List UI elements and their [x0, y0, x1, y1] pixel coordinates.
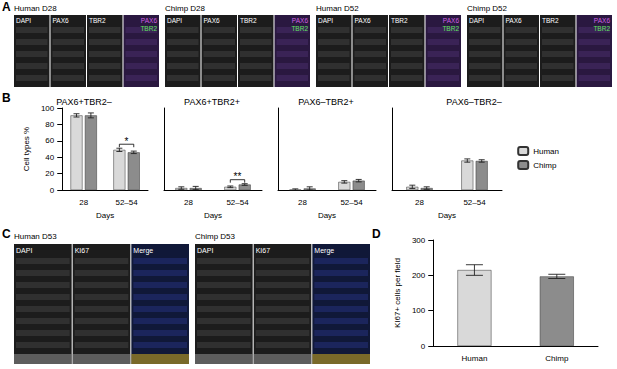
svg-text:TBR2: TBR2 — [240, 17, 257, 24]
svg-text:KI67: KI67 — [75, 247, 90, 254]
svg-text:Human: Human — [533, 147, 559, 156]
svg-text:28: 28 — [184, 198, 193, 207]
svg-text:TBR2: TBR2 — [89, 17, 106, 24]
svg-text:KI67+ cells per field: KI67+ cells per field — [393, 258, 402, 328]
svg-text:TBR2: TBR2 — [442, 25, 459, 32]
svg-text:100: 100 — [41, 104, 55, 113]
svg-text:DAPI: DAPI — [16, 17, 31, 24]
svg-text:DAPI: DAPI — [318, 17, 333, 24]
svg-text:0: 0 — [421, 342, 426, 351]
svg-text:A: A — [2, 0, 11, 14]
svg-text:28: 28 — [415, 198, 424, 207]
svg-text:52–54: 52–54 — [340, 198, 363, 207]
svg-text:Days: Days — [438, 211, 456, 220]
svg-text:PAX6–TBR2–: PAX6–TBR2– — [446, 97, 501, 107]
svg-text:60: 60 — [45, 136, 54, 145]
svg-text:DAPI: DAPI — [167, 17, 182, 24]
svg-text:Chimp D53: Chimp D53 — [195, 232, 236, 241]
svg-text:Days: Days — [318, 211, 336, 220]
svg-text:28: 28 — [298, 198, 307, 207]
svg-text:Chimp D52: Chimp D52 — [467, 4, 508, 13]
svg-text:52–54: 52–54 — [463, 198, 486, 207]
svg-text:TBR2: TBR2 — [140, 25, 157, 32]
svg-text:Merge: Merge — [314, 247, 334, 255]
svg-text:Human D53: Human D53 — [14, 232, 57, 241]
svg-text:Human D52: Human D52 — [316, 4, 359, 13]
svg-text:PAX6+TBR2+: PAX6+TBR2+ — [184, 97, 240, 107]
svg-text:Days: Days — [204, 211, 222, 220]
svg-text:0: 0 — [50, 186, 55, 195]
svg-text:TBR2: TBR2 — [542, 17, 559, 24]
svg-text:C: C — [2, 227, 11, 241]
svg-text:PAX6+TBR2–: PAX6+TBR2– — [56, 97, 112, 107]
svg-text:D: D — [372, 227, 381, 241]
svg-text:52–54: 52–54 — [115, 198, 138, 207]
svg-text:Human: Human — [462, 354, 488, 363]
svg-text:Cell types %: Cell types % — [22, 127, 31, 171]
svg-text:*: * — [125, 136, 129, 147]
svg-text:28: 28 — [79, 198, 88, 207]
svg-text:Human D28: Human D28 — [14, 4, 57, 13]
svg-text:40: 40 — [45, 153, 54, 162]
svg-text:**: ** — [234, 171, 242, 182]
svg-text:PAX6: PAX6 — [141, 17, 158, 24]
svg-text:Days: Days — [96, 211, 114, 220]
svg-text:KI67: KI67 — [256, 247, 271, 254]
svg-text:TBR2: TBR2 — [593, 25, 610, 32]
svg-text:Chimp D28: Chimp D28 — [165, 4, 206, 13]
svg-text:20: 20 — [45, 169, 54, 178]
svg-text:Chimp: Chimp — [533, 161, 557, 170]
svg-text:Merge: Merge — [133, 247, 153, 255]
svg-text:DAPI: DAPI — [16, 247, 32, 254]
svg-text:PAX6: PAX6 — [506, 17, 523, 24]
svg-text:80: 80 — [45, 120, 54, 129]
svg-text:DAPI: DAPI — [197, 247, 213, 254]
svg-text:PAX6: PAX6 — [594, 17, 611, 24]
svg-text:TBR2: TBR2 — [291, 25, 308, 32]
svg-text:TBR2: TBR2 — [391, 17, 408, 24]
svg-text:PAX6: PAX6 — [53, 17, 70, 24]
svg-text:PAX6: PAX6 — [204, 17, 221, 24]
svg-text:DAPI: DAPI — [469, 17, 484, 24]
svg-text:300: 300 — [412, 236, 426, 245]
svg-text:B: B — [2, 91, 11, 105]
svg-text:PAX6: PAX6 — [355, 17, 372, 24]
svg-text:PAX6: PAX6 — [443, 17, 460, 24]
svg-text:PAX6: PAX6 — [292, 17, 309, 24]
svg-text:100: 100 — [412, 306, 426, 315]
svg-text:52–54: 52–54 — [226, 198, 249, 207]
svg-text:Chimp: Chimp — [545, 354, 569, 363]
svg-text:200: 200 — [412, 271, 426, 280]
svg-text:PAX6–TBR2+: PAX6–TBR2+ — [298, 97, 354, 107]
